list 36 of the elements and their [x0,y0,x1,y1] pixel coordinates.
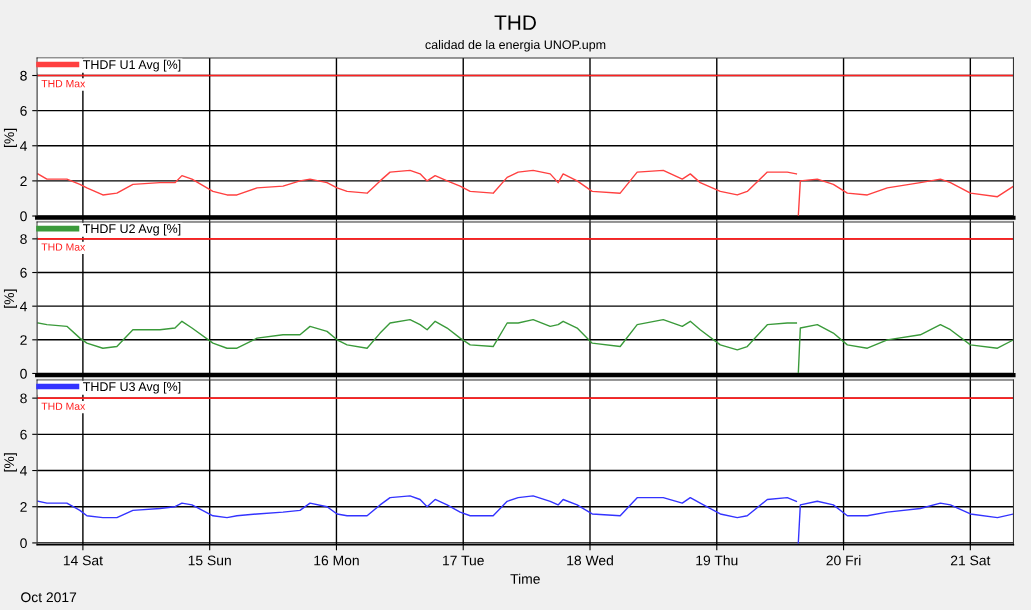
y-tick-label: 2 [20,502,27,512]
legend-label: THDF U1 Avg [%] [83,59,181,72]
ref-line-label: THD Max [41,80,86,88]
y-axis-title: [%] [3,453,17,472]
y-tick-label: 6 [20,429,27,440]
y-tick-label: 6 [20,105,27,116]
y-tick-label: 4 [19,141,27,151]
chart-subtitle: calidad de la energia UNOP.upm [425,39,606,52]
y-tick-label: 0 [20,368,27,379]
y-axis-title: [%] [3,289,17,308]
y-tick-label: 0 [20,538,27,549]
x-tick-label: 20 Fri [826,555,861,566]
x-tick-label: 15 Sun [188,555,231,566]
x-tick-label: 14 Sat [63,555,103,566]
x-tick-label: 21 Sat [950,555,991,566]
y-tick-label: 8 [20,70,27,81]
text: Oct 2017 [21,592,77,603]
y-tick-label: 0 [20,211,27,222]
ref-line-label: THD Max [41,402,86,410]
y-tick-label: 6 [20,267,27,278]
y-tick-label: 8 [20,234,27,245]
ref-line-label: THD Max [41,243,86,251]
y-tick-label: 8 [20,393,27,404]
x-tick-label: 18 Wed [567,555,613,566]
legend-label: THDF U2 Avg [%] [83,223,181,236]
legend-label: THDF U3 Avg [%] [83,381,181,394]
x-tick-label: 19 Thu [696,555,738,566]
x-axis-title: Time [510,573,540,584]
chart-title: THD [494,15,536,30]
y-tick-label: 4 [19,466,27,476]
y-tick-label: 4 [19,301,27,312]
x-tick-label: 16 Mon [314,555,359,566]
y-tick-label: 2 [20,176,27,186]
y-axis-title: [%] [3,128,17,147]
x-tick-label: 17 Tue [443,555,484,566]
y-tick-label: 2 [20,335,27,345]
